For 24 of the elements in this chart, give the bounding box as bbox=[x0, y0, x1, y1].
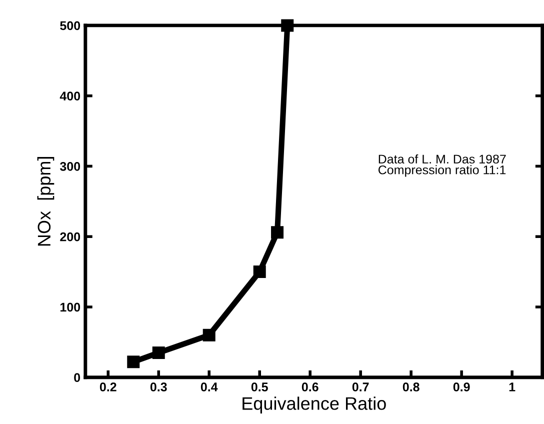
y-tick-label: 200 bbox=[60, 232, 80, 242]
x-tick-label: 0.8 bbox=[402, 382, 420, 392]
y-tick-label: 300 bbox=[60, 162, 80, 171]
point bbox=[253, 266, 266, 278]
x-tick-label: 0.3 bbox=[150, 382, 167, 392]
x-tick-label: 1 bbox=[509, 382, 516, 392]
x-tick-label: 0.7 bbox=[352, 382, 369, 392]
point bbox=[202, 328, 216, 342]
y-tick-label: 100 bbox=[60, 302, 80, 312]
x-tick-label: 0.9 bbox=[453, 382, 470, 392]
x-tick-label: 0.5 bbox=[251, 382, 268, 392]
point bbox=[152, 346, 165, 359]
point bbox=[271, 226, 284, 239]
y-tick-label: 400 bbox=[60, 92, 80, 100]
y-tick-label: 0 bbox=[74, 373, 80, 382]
point bbox=[127, 356, 140, 368]
x-tick-label: 0.2 bbox=[100, 382, 116, 392]
annotation: Data of L. M. Das 1987 Compression ratio 11:1 bbox=[378, 154, 506, 177]
y-tick-label: 500 bbox=[60, 21, 80, 30]
x-axis-title: Equivalence Ratio bbox=[242, 396, 386, 414]
point bbox=[281, 19, 294, 32]
y-axis-title: NOx [ppm] bbox=[37, 157, 54, 246]
x-tick-label: 0.4 bbox=[200, 382, 218, 392]
x-tick-label: 0.6 bbox=[302, 382, 318, 392]
